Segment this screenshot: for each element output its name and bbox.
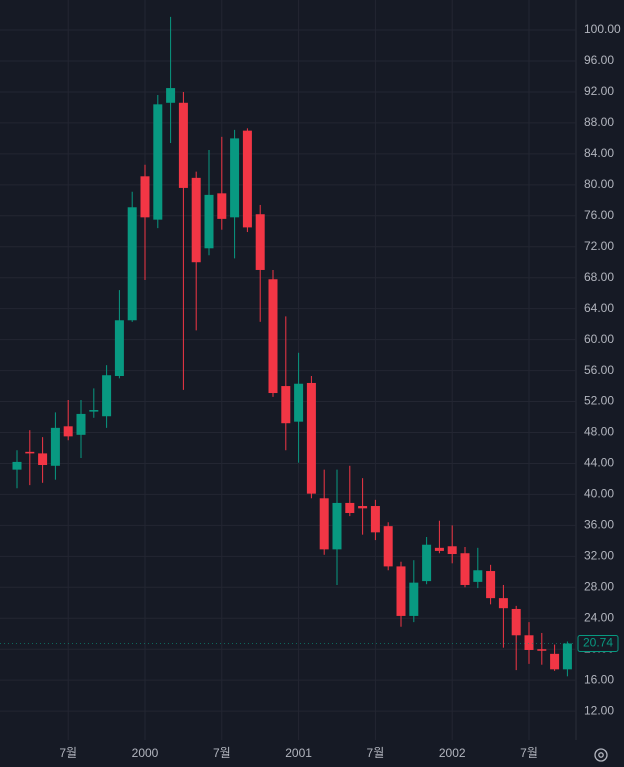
x-tick-label: 7월 xyxy=(367,746,385,760)
candles xyxy=(12,16,572,677)
y-tick-label: 52.00 xyxy=(584,394,614,408)
candle-body xyxy=(191,177,201,263)
y-tick-label: 56.00 xyxy=(584,363,614,377)
candle-body xyxy=(486,571,496,599)
y-tick-label: 32.00 xyxy=(584,549,614,563)
candle-body xyxy=(242,130,252,228)
candle-body xyxy=(153,104,163,220)
y-tick-label: 80.00 xyxy=(584,177,614,191)
candle-body xyxy=(383,526,393,567)
y-tick-label: 68.00 xyxy=(584,270,614,284)
candle-body xyxy=(102,375,112,417)
candle-body xyxy=(422,544,432,582)
x-tick-label: 7월 xyxy=(520,746,538,760)
x-tick-label: 7월 xyxy=(213,746,231,760)
candle-body xyxy=(396,566,406,616)
candle-body xyxy=(562,643,572,670)
x-tick-label: 7월 xyxy=(59,746,77,760)
candle-body xyxy=(38,453,48,466)
candle-body xyxy=(268,279,278,394)
candle-body xyxy=(550,653,560,670)
candle-body xyxy=(460,553,470,585)
candle-body xyxy=(524,635,534,650)
candle-body xyxy=(255,214,265,270)
y-tick-label: 76.00 xyxy=(584,208,614,222)
candle-body xyxy=(498,598,508,609)
candle-body xyxy=(511,608,521,636)
candle-body xyxy=(345,502,355,513)
y-tick-label: 100.00 xyxy=(584,22,621,36)
y-tick-label: 92.00 xyxy=(584,84,614,98)
candle-body xyxy=(166,88,176,103)
last-price-label: 20.74 xyxy=(583,636,613,650)
x-tick-label: 2002 xyxy=(439,746,466,760)
x-tick-label: 2001 xyxy=(285,746,312,760)
settings-hub xyxy=(598,752,604,758)
candle-body xyxy=(140,176,150,218)
settings-ring xyxy=(594,748,608,762)
candle-body xyxy=(12,461,22,470)
candle-body xyxy=(127,207,137,321)
y-tick-label: 24.00 xyxy=(584,610,614,624)
x-tick-label: 2000 xyxy=(132,746,159,760)
candle-body xyxy=(178,102,188,188)
y-tick-label: 88.00 xyxy=(584,115,614,129)
last-price-box xyxy=(577,634,619,652)
y-tick-label: 36.00 xyxy=(584,518,614,532)
y-tick-label: 48.00 xyxy=(584,425,614,439)
y-tick-label: 72.00 xyxy=(584,239,614,253)
candle-body xyxy=(409,582,419,616)
candle-body xyxy=(204,194,214,249)
candle-body xyxy=(358,506,368,509)
candle-body xyxy=(332,502,342,550)
candle-body xyxy=(294,383,304,422)
grid xyxy=(0,0,576,740)
y-tick-label: 84.00 xyxy=(584,146,614,160)
candle-body xyxy=(50,427,60,466)
y-tick-label: 60.00 xyxy=(584,332,614,346)
candle-body xyxy=(217,193,227,219)
candle-body xyxy=(537,649,547,651)
candle-body xyxy=(63,426,73,437)
y-tick-label: 40.00 xyxy=(584,487,614,501)
candle-body xyxy=(370,506,380,533)
y-tick-label: 44.00 xyxy=(584,456,614,470)
candle-body xyxy=(89,410,99,412)
candle-body xyxy=(447,546,457,555)
y-tick-label: 16.00 xyxy=(584,672,614,686)
candle-body xyxy=(281,386,291,424)
candle-body xyxy=(306,382,316,494)
y-tick-label: 96.00 xyxy=(584,53,614,67)
candle-body xyxy=(473,570,483,582)
y-tick-label: 64.00 xyxy=(584,301,614,315)
y-tick-label: 12.00 xyxy=(584,703,614,717)
candle-body xyxy=(114,320,124,376)
candle-body xyxy=(319,498,329,550)
y-tick-label: 28.00 xyxy=(584,579,614,593)
candle-body xyxy=(230,138,240,218)
settings-icon[interactable] xyxy=(594,748,608,762)
candle-body xyxy=(76,413,86,435)
candle-body xyxy=(25,451,35,454)
candle-body xyxy=(434,547,444,551)
